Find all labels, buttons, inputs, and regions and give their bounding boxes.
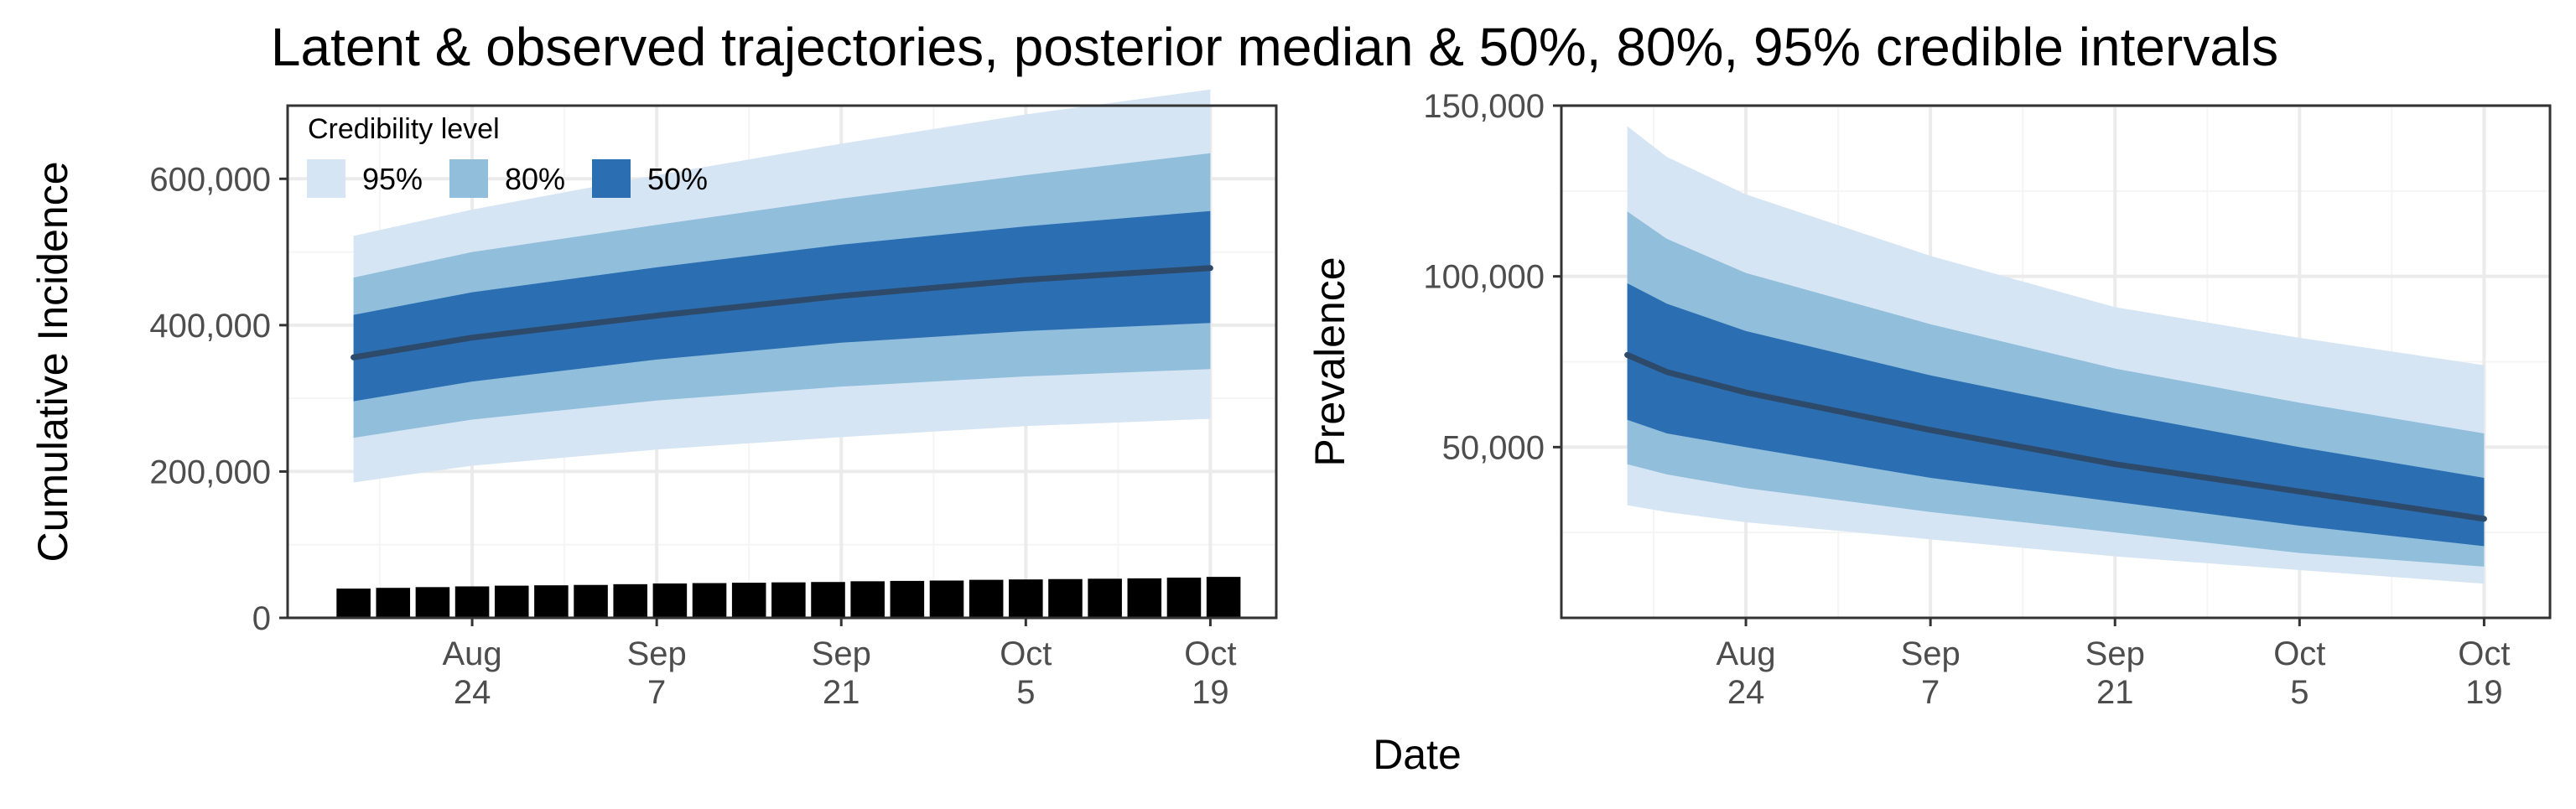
observed-bar <box>454 586 490 618</box>
observed-bar <box>336 589 371 618</box>
observed-bar <box>850 581 885 618</box>
x-tick-label-day: 21 <box>2096 674 2134 711</box>
x-tick-label-day: 19 <box>1192 674 1229 711</box>
observed-bar <box>1127 578 1162 618</box>
observed-bar <box>771 582 806 618</box>
x-tick-label-month: Oct <box>2458 635 2510 672</box>
x-tick-label-month: Sep <box>1901 635 1961 672</box>
observed-bar <box>534 585 569 618</box>
x-tick-label-day: 5 <box>1016 674 1035 711</box>
observed-bar <box>1048 578 1083 618</box>
x-tick-label-day: 5 <box>2290 674 2309 711</box>
x-tick-label-month: Oct <box>1184 635 1236 672</box>
x-tick-label-month: Aug <box>442 635 501 672</box>
legend: Credibility level 95% 80% 50% <box>307 113 708 198</box>
legend-key-50 <box>592 159 631 198</box>
x-tick-label-day: 7 <box>1921 674 1940 711</box>
x-tick-label-month: Aug <box>1716 635 1775 672</box>
observed-bar <box>1206 577 1241 618</box>
observed-bar <box>811 582 845 618</box>
y-tick-label: 400,000 <box>149 308 271 345</box>
panel-2: 50,000100,000150,000Aug24Sep7Sep21Oct5Oc… <box>1306 88 2552 711</box>
observed-bar <box>494 585 529 618</box>
x-tick-label-day: 24 <box>1727 674 1765 711</box>
x-tick-label-month: Oct <box>2273 635 2325 672</box>
y-tick-label: 100,000 <box>1423 259 1545 296</box>
y-axis-title: Cumulative Incidence <box>29 161 76 562</box>
x-tick-label-day: 21 <box>823 674 860 711</box>
observed-bar <box>1088 578 1122 618</box>
x-tick-label-month: Sep <box>2085 635 2145 672</box>
legend-title: Credibility level <box>308 113 500 145</box>
legend-key-95 <box>307 159 345 198</box>
observed-bar <box>376 588 411 618</box>
observed-bar <box>929 580 964 618</box>
y-tick-label: 50,000 <box>1442 429 1545 466</box>
legend-label: 80% <box>505 162 565 196</box>
median-line <box>1624 351 2487 522</box>
observed-bar <box>969 579 1004 618</box>
y-tick-label: 150,000 <box>1423 88 1545 125</box>
x-tick-label-month: Oct <box>1000 635 1052 672</box>
x-tick-label-day: 24 <box>454 674 491 711</box>
chart-title: Latent & observed trajectories, posterio… <box>271 17 2278 77</box>
y-tick-label: 0 <box>252 600 271 637</box>
y-tick-label: 600,000 <box>149 161 271 198</box>
legend-label: 50% <box>647 162 708 196</box>
observed-bar <box>652 583 688 618</box>
x-tick-label-day: 7 <box>647 674 666 711</box>
x-tick-label-month: Sep <box>627 635 687 672</box>
y-tick-label: 200,000 <box>149 454 271 490</box>
x-tick-label-day: 19 <box>2465 674 2503 711</box>
observed-bar <box>574 584 608 618</box>
median-line <box>351 265 1213 360</box>
observed-bar <box>415 587 450 618</box>
observed-bar <box>692 583 727 618</box>
observed-bar <box>890 580 925 618</box>
panel-1: 0200,000400,000600,000Aug24Sep7Sep21Oct5… <box>29 89 1278 711</box>
observed-bar <box>1166 577 1202 618</box>
observed-bar <box>613 583 647 618</box>
legend-label: 95% <box>362 162 423 196</box>
observed-bar <box>731 583 766 618</box>
band-50-area <box>1627 283 2485 547</box>
x-axis-title: Date <box>1373 731 1462 778</box>
x-tick-label-month: Sep <box>812 635 871 672</box>
band-50-area <box>353 210 1211 402</box>
y-axis-title: Prevalence <box>1306 257 1353 466</box>
observed-bar <box>1009 579 1043 618</box>
panel-border <box>286 104 1278 620</box>
legend-key-80 <box>449 159 488 198</box>
panel-border <box>1560 104 2552 620</box>
